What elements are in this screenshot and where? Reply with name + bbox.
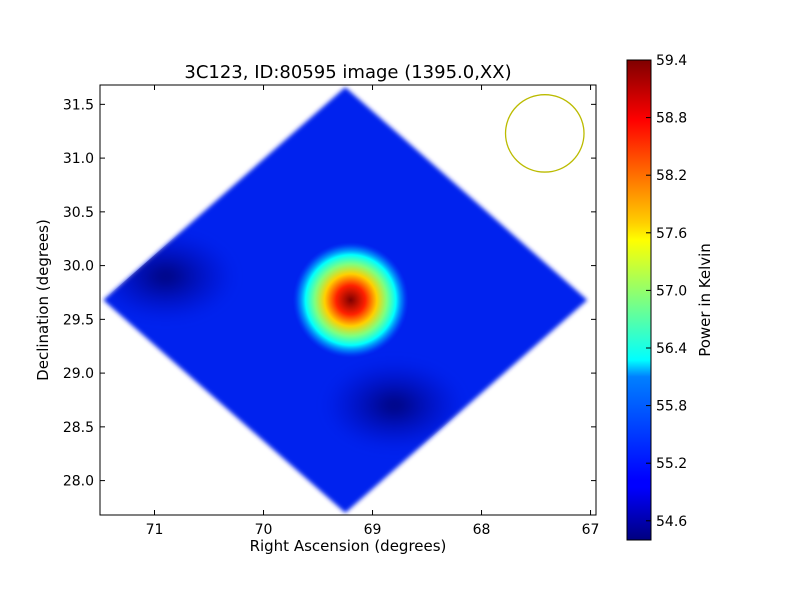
cold-region-1 <box>103 231 236 322</box>
colorbar <box>626 59 652 541</box>
colorbar-tick-label: 56.4 <box>656 341 687 357</box>
cold-region-2 <box>324 360 465 451</box>
colorbar-label: Power in Kelvin <box>696 243 714 357</box>
y-tick-label: 29.0 <box>63 366 94 382</box>
y-tick-label: 31.5 <box>63 97 94 113</box>
emission-peak <box>292 242 409 358</box>
colorbar-tick-label: 54.6 <box>656 514 687 530</box>
colorbar-tick-label: 57.6 <box>656 226 687 242</box>
x-tick-label: 70 <box>255 522 273 538</box>
colorbar-axis: 54.6 55.2 55.8 56.4 57.0 57.6 58.2 58.8 59.4 <box>646 53 687 530</box>
colorbar-tick-label: 55.2 <box>656 456 687 472</box>
y-tick-label: 30.5 <box>63 205 94 221</box>
x-tick-label: 69 <box>364 522 382 538</box>
colorbar-tick-label: 55.8 <box>656 399 687 415</box>
x-tick-label: 67 <box>582 522 600 538</box>
axes-frame <box>99 84 597 516</box>
chart-title: 3C123, ID:80595 image (1395.0,XX) <box>184 62 511 83</box>
x-tick-label: 71 <box>146 522 164 538</box>
plot-area <box>103 87 588 513</box>
x-axis-label: Right Ascension (degrees) <box>250 537 447 555</box>
x-tick-label: 68 <box>473 522 491 538</box>
y-axis: 28.0 28.5 29.0 29.5 30.0 30.5 31.0 31.5 <box>63 97 596 490</box>
colorbar-tick-label: 58.2 <box>656 168 687 184</box>
colorbar-tick-label: 57.0 <box>656 283 687 299</box>
colorbar-tick-label: 59.4 <box>656 53 687 69</box>
y-tick-label: 29.5 <box>63 312 94 328</box>
y-tick-label: 28.0 <box>63 474 94 490</box>
beam-circle <box>504 94 585 173</box>
y-tick-label: 28.5 <box>63 420 94 436</box>
x-axis: 71 70 69 68 67 <box>146 85 600 538</box>
y-tick-label: 31.0 <box>63 151 94 167</box>
y-axis-label: Declination (degrees) <box>34 219 52 381</box>
y-tick-label: 30.0 <box>63 259 94 275</box>
colorbar-tick-label: 58.8 <box>656 111 687 127</box>
